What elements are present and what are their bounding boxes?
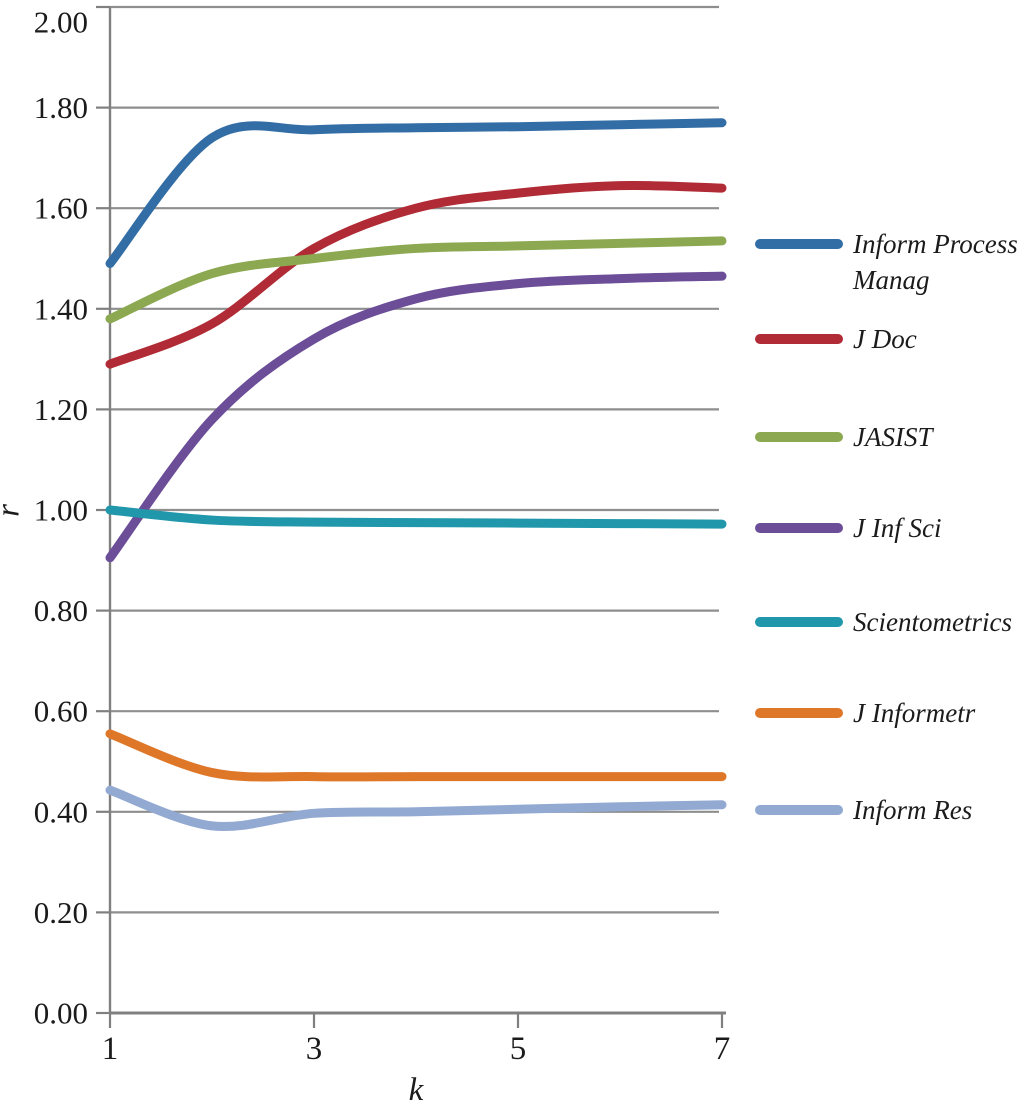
x-tick-label: 3 [306,1031,323,1067]
legend-item: Scientometrics [755,604,1032,640]
legend-label: J Doc [853,324,917,354]
y-tick-label: 0.00 [34,996,88,1031]
y-tick-label: 1.00 [34,493,88,528]
y-tick-label: 0.20 [34,895,88,930]
y-tick-label: 0.80 [34,593,88,628]
legend-label: JASIST [853,422,933,452]
legend-swatch-scientometrics [755,617,843,627]
legend-item: J Doc [755,321,1032,357]
y-tick-label: 0.60 [34,694,88,729]
legend-item: J Inf Sci [755,510,1032,546]
series-line-inform-process-manag [105,118,727,269]
legend-item: Inform Res [755,792,1032,828]
legend-item: J Informetr [755,695,1032,731]
y-axis-title: r [0,496,28,526]
y-tick-label: 1.40 [34,291,88,326]
series-line-j-inf-sci [105,271,727,563]
series-line-j-informetr [105,729,727,782]
x-tick-label: 1 [102,1031,119,1067]
y-tick-label: 2.00 [34,5,88,40]
legend-swatch-j-doc [755,334,843,344]
legend-swatch-j-informetr [755,708,843,718]
series-line-j-doc [105,180,727,369]
x-tick-label: 5 [510,1031,527,1067]
legend-swatch-inform-res [755,805,843,815]
legend-swatch-inform-process-manag [755,239,843,249]
y-tick-label: 1.80 [34,90,88,125]
y-tick-label: 1.60 [34,191,88,226]
series-line-jasist [105,236,727,324]
legend-label: Inform Res [853,795,973,825]
legend-label: J Informetr [853,698,976,728]
x-axis-title: k [408,1072,424,1108]
legend: Inform Process Manag J Doc JASIST J Inf Sci… [755,0,1032,1113]
legend-swatch-jasist [755,432,843,442]
legend-swatch-j-inf-sci [755,523,843,533]
series-line-inform-res [105,785,727,832]
x-tick-label: 7 [714,1031,731,1067]
legend-item: JASIST [755,419,1032,455]
y-tick-label: 0.40 [34,794,88,829]
legend-label: J Inf Sci [853,513,942,543]
y-tick-label: 1.20 [34,392,88,427]
legend-label: Inform Process Manag [853,229,1018,295]
series-line-scientometrics [105,505,727,529]
legend-item: Inform Process Manag [755,226,1032,298]
legend-label: Scientometrics [853,607,1012,637]
